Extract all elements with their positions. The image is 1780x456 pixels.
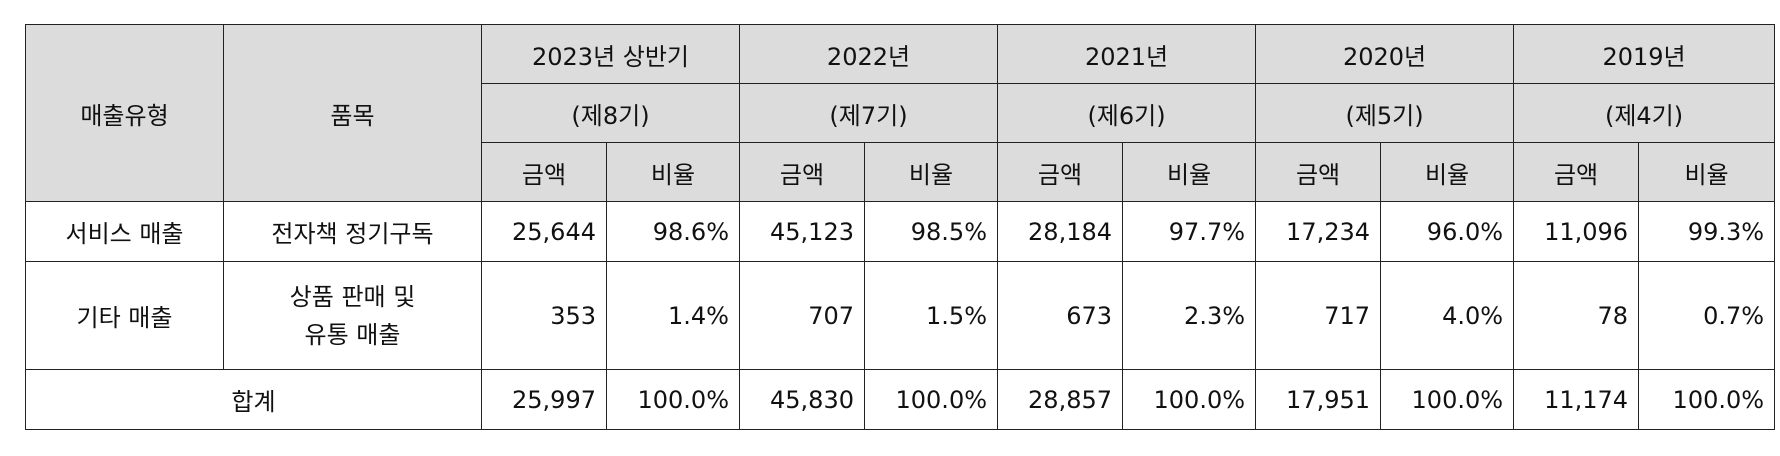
header-item: 품목 [223,24,482,202]
header-amount: 금액 [1255,142,1382,202]
cell-amount: 707 [739,261,865,370]
cell-ratio: 2.3% [1122,261,1257,370]
cell-amount: 11,096 [1513,201,1640,262]
sales-breakdown-table: 매출유형 품목 2023년 상반기 2022년 2021년 2020년 2019… [25,24,1776,430]
cell-amount: 45,123 [739,201,865,262]
cell-amount: 28,184 [997,201,1124,262]
header-period-year: 2023년 상반기 [481,24,740,84]
table-row-other-sales: 기타 매출 상품 판매 및 유통 매출 353 1.4% 707 1.5% 67… [25,261,1776,370]
cell-ratio: 4.0% [1380,261,1515,370]
table-row-total: 합계 25,997 100.0% 45,830 100.0% 28,857 10… [25,369,1776,430]
cell-ratio: 96.0% [1380,201,1515,262]
cell-amount: 25,644 [481,201,607,262]
row-item-line: 유통 매출 [304,320,401,349]
row-item-line: 상품 판매 및 [289,282,416,311]
header-period-term: (제7기) [738,83,999,143]
cell-amount: 353 [481,261,607,370]
table-row-service-sales: 서비스 매출 전자책 정기구독 25,644 98.6% 45,123 98.5… [25,201,1776,262]
row-item: 전자책 정기구독 [223,201,482,262]
header-sales-type: 매출유형 [25,24,224,202]
cell-amount: 78 [1513,261,1640,370]
cell-amount: 45,830 [739,369,865,430]
header-amount: 금액 [739,142,865,202]
header-amount: 금액 [481,142,607,202]
row-sales-type: 기타 매출 [25,261,224,370]
header-row-year: 매출유형 품목 2023년 상반기 2022년 2021년 2020년 2019… [25,24,1776,202]
sales-table-container: 매출유형 품목 2023년 상반기 2022년 2021년 2020년 2019… [25,24,1776,430]
cell-ratio: 1.5% [863,261,999,370]
cell-ratio: 0.7% [1638,261,1776,370]
header-ratio: 비율 [863,142,999,202]
cell-amount: 28,857 [997,369,1124,430]
row-item: 상품 판매 및 유통 매출 [223,261,482,370]
cell-ratio: 100.0% [1638,369,1776,430]
cell-ratio: 98.5% [863,201,999,262]
cell-amount: 17,234 [1255,201,1382,262]
cell-ratio: 100.0% [1122,369,1257,430]
header-period-year: 2019년 [1513,24,1776,84]
cell-ratio: 97.7% [1122,201,1257,262]
cell-ratio: 100.0% [1380,369,1515,430]
header-ratio: 비율 [1638,142,1776,202]
header-row-term: (제8기) (제7기) (제6기) (제5기) (제4기) [26,83,1776,143]
row-sales-type: 서비스 매출 [25,201,224,262]
cell-amount: 25,997 [481,369,607,430]
header-period-year: 2021년 [997,24,1257,84]
header-amount: 금액 [997,142,1124,202]
header-amount: 금액 [1513,142,1640,202]
header-period-term: (제6기) [997,83,1257,143]
cell-ratio: 100.0% [863,369,999,430]
header-period-term: (제5기) [1255,83,1515,143]
header-ratio: 비율 [606,142,740,202]
cell-amount: 11,174 [1513,369,1640,430]
cell-ratio: 1.4% [606,261,740,370]
header-period-term: (제8기) [481,83,740,143]
total-label: 합계 [25,369,482,430]
cell-amount: 717 [1255,261,1382,370]
cell-amount: 673 [997,261,1124,370]
header-period-year: 2020년 [1255,24,1515,84]
header-ratio: 비율 [1380,142,1515,202]
cell-ratio: 100.0% [606,369,740,430]
header-period-term: (제4기) [1513,83,1776,143]
cell-amount: 17,951 [1255,369,1382,430]
header-ratio: 비율 [1122,142,1257,202]
header-period-year: 2022년 [738,24,999,84]
cell-ratio: 98.6% [606,201,740,262]
cell-ratio: 99.3% [1638,201,1776,262]
